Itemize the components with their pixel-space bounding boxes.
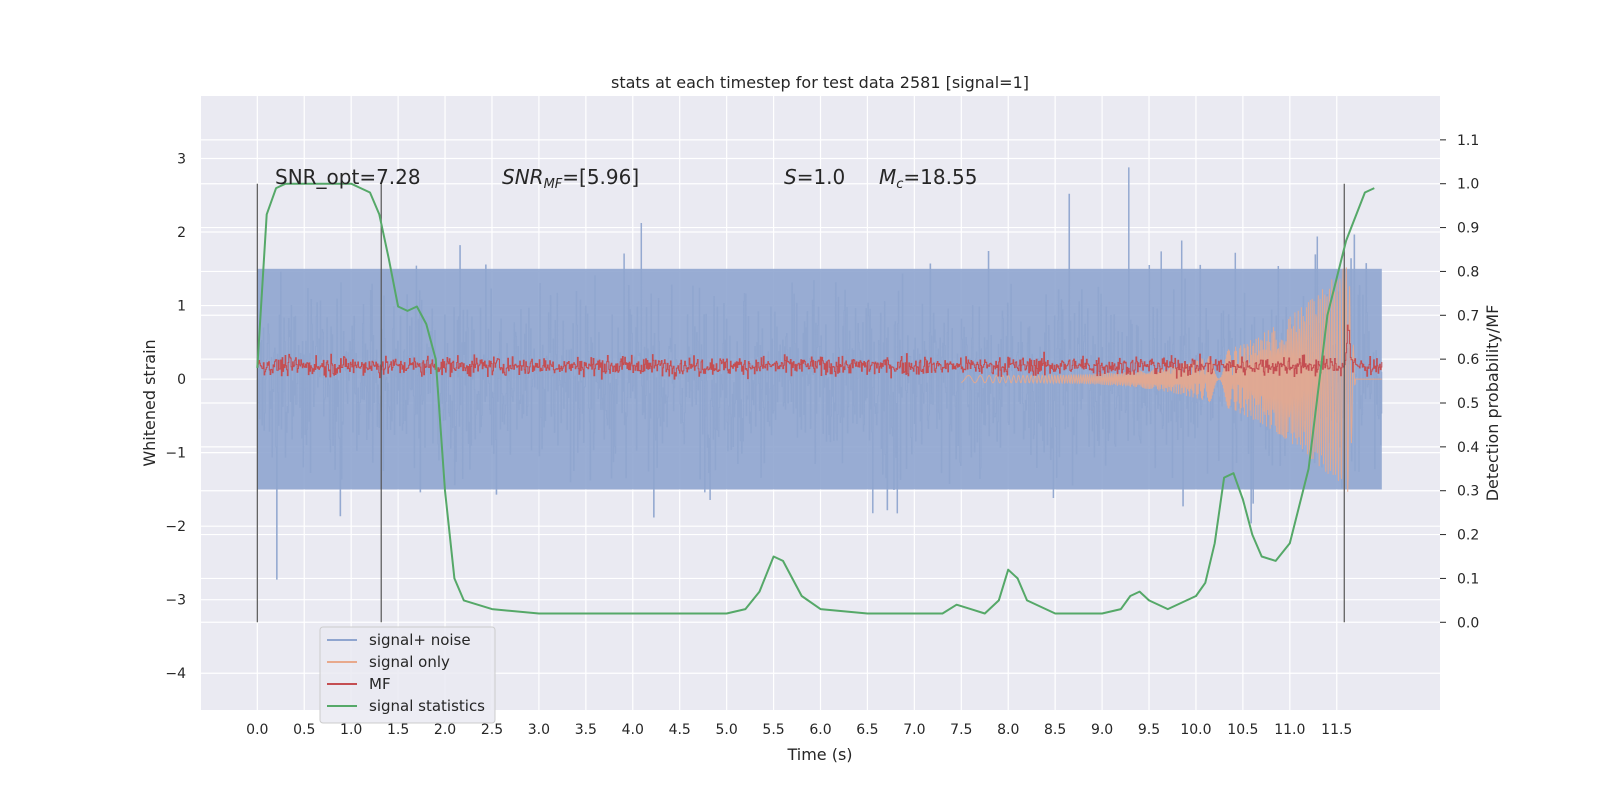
y-right-tick-label: 0.7 [1457,308,1479,324]
annotation-s-value: =1.0 [797,165,846,189]
annotation-mc-value: =18.55 [903,165,977,189]
signal-only-line [961,267,1382,492]
y-right-tick-label: 1.0 [1457,177,1479,193]
series-signal-only [961,267,1382,492]
x-tick-label: 6.0 [809,722,831,738]
legend-label-signal-noise: signal+ noise [369,631,471,649]
y-left-tick-label: 2 [177,225,186,241]
annotation-s-symbol: S [784,165,797,189]
y-left-tick-label: −4 [165,666,186,682]
x-tick-label: 5.5 [762,722,784,738]
signal-statistics-line [256,182,1375,615]
annotation-mc-subscript: c [896,177,903,192]
x-tick-labels: 0.0 0.5 1.0 1.5 2.0 2.5 3.0 3.5 4.0 4.5 5.0 5.5 6.0 6… [246,722,1352,738]
legend-label-signal-statistics: signal statistics [369,697,485,715]
x-tick-label: 2.0 [434,722,456,738]
x-tick-label: 9.5 [1138,722,1160,738]
y-left-tick-labels: 3 2 1 0 −1 −2 −3 −4 [165,152,186,683]
y-right-tick-label: 0.6 [1457,352,1479,368]
y-right-tick-label: 1.1 [1457,133,1479,149]
y-right-tick-label: 0.1 [1457,571,1479,587]
legend-label-signal-only: signal only [369,653,450,671]
x-tick-label: 11.5 [1321,722,1352,738]
x-tick-label: 9.0 [1091,722,1113,738]
mf-line [256,324,1383,380]
y-right-tick-label: 0.9 [1457,221,1479,237]
y-left-tick-label: −2 [165,519,186,535]
x-tick-label: 7.5 [950,722,972,738]
x-tick-label: 5.0 [716,722,738,738]
annotation-snr-opt: SNR_opt=7.28 [275,165,421,189]
y-left-tick-label: −3 [165,593,186,609]
series-signal-statistics [256,182,1375,615]
x-tick-label: 10.5 [1227,722,1258,738]
legend-label-mf: MF [369,675,391,693]
x-tick-label: 8.5 [1044,722,1066,738]
chart-title: stats at each timestep for test data 258… [611,73,1029,92]
x-tick-label: 1.0 [340,722,362,738]
y-right-tick-labels: 1.1 1.0 0.9 0.8 0.7 0.6 0.5 0.4 0.3 0.2 0.1 0.0 [1457,133,1479,631]
y-left-tick-label: −1 [165,446,186,462]
vertical-markers [256,183,1345,623]
annotation-s: S=1.0 [784,165,845,189]
legend-box [319,626,496,724]
y-right-tick-label: 0.4 [1457,440,1479,456]
y-left-tick-label: 3 [177,152,186,168]
x-axis-label: Time (s) [786,745,852,764]
x-tick-label: 4.5 [669,722,691,738]
y-left-axis-label: Whitened strain [140,339,159,466]
x-tick-label: 11.0 [1274,722,1305,738]
y-right-axis-label: Detection probability/MF [1483,305,1502,502]
annotation-snr-mf-subscript: MF [544,177,563,192]
x-tick-label: 10.0 [1180,722,1211,738]
y-right-tick-label: 0.3 [1457,484,1479,500]
y-right-tick-label: 0.2 [1457,528,1479,544]
x-tick-label: 3.5 [575,722,597,738]
annotation-mc-symbol: M [879,165,896,189]
x-tick-label: 0.0 [246,722,268,738]
annotation-mc: Mc=18.55 [879,165,977,192]
x-tick-label: 7.0 [903,722,925,738]
x-tick-label: 4.0 [622,722,644,738]
legend: signal+ noise signal only MF signal stat… [319,626,496,724]
y-left-tick-label: 1 [177,299,186,315]
annotation-snr-mf: SNRMF=[5.96] [502,165,639,192]
y-right-tick-label: 0.8 [1457,264,1479,280]
y-left-tick-label: 0 [177,372,186,388]
series-mf [256,324,1383,380]
x-tick-label: 2.5 [481,722,503,738]
x-tick-label: 1.5 [387,722,409,738]
y-right-tick-label: 0.5 [1457,396,1479,412]
annotation-snr-mf-value: =[5.96] [562,165,639,189]
x-tick-label: 8.0 [997,722,1019,738]
y-right-tick-label: 0.0 [1457,615,1479,631]
x-tick-label: 0.5 [293,722,315,738]
x-tick-label: 6.5 [856,722,878,738]
x-tick-label: 3.0 [528,722,550,738]
annotation-snr-mf-symbol: SNR [502,165,544,189]
